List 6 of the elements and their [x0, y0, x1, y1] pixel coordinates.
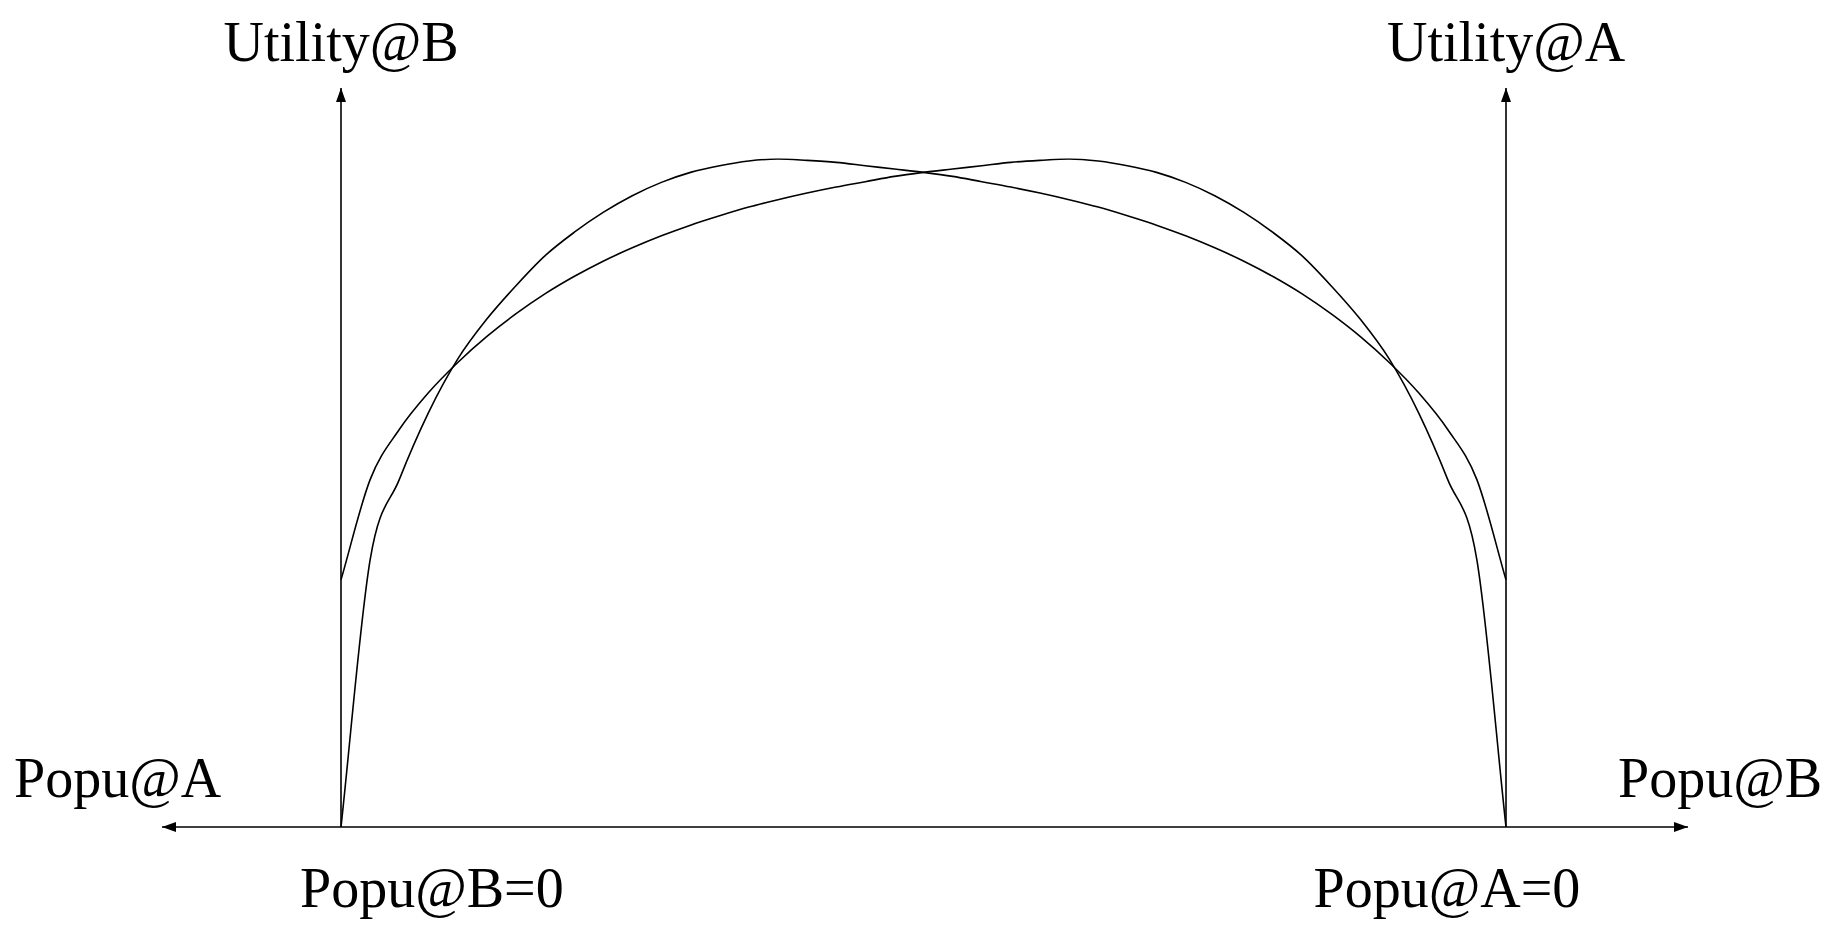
- y-axis-title: Utility@B: [223, 11, 459, 73]
- text: Popu@A: [14, 747, 222, 809]
- text: Popu@A=0: [1313, 857, 1581, 919]
- text: Popu@B: [1618, 747, 1823, 809]
- y2-axis-title: Utility@A: [1387, 11, 1626, 73]
- text: Popu@B=0: [300, 857, 564, 919]
